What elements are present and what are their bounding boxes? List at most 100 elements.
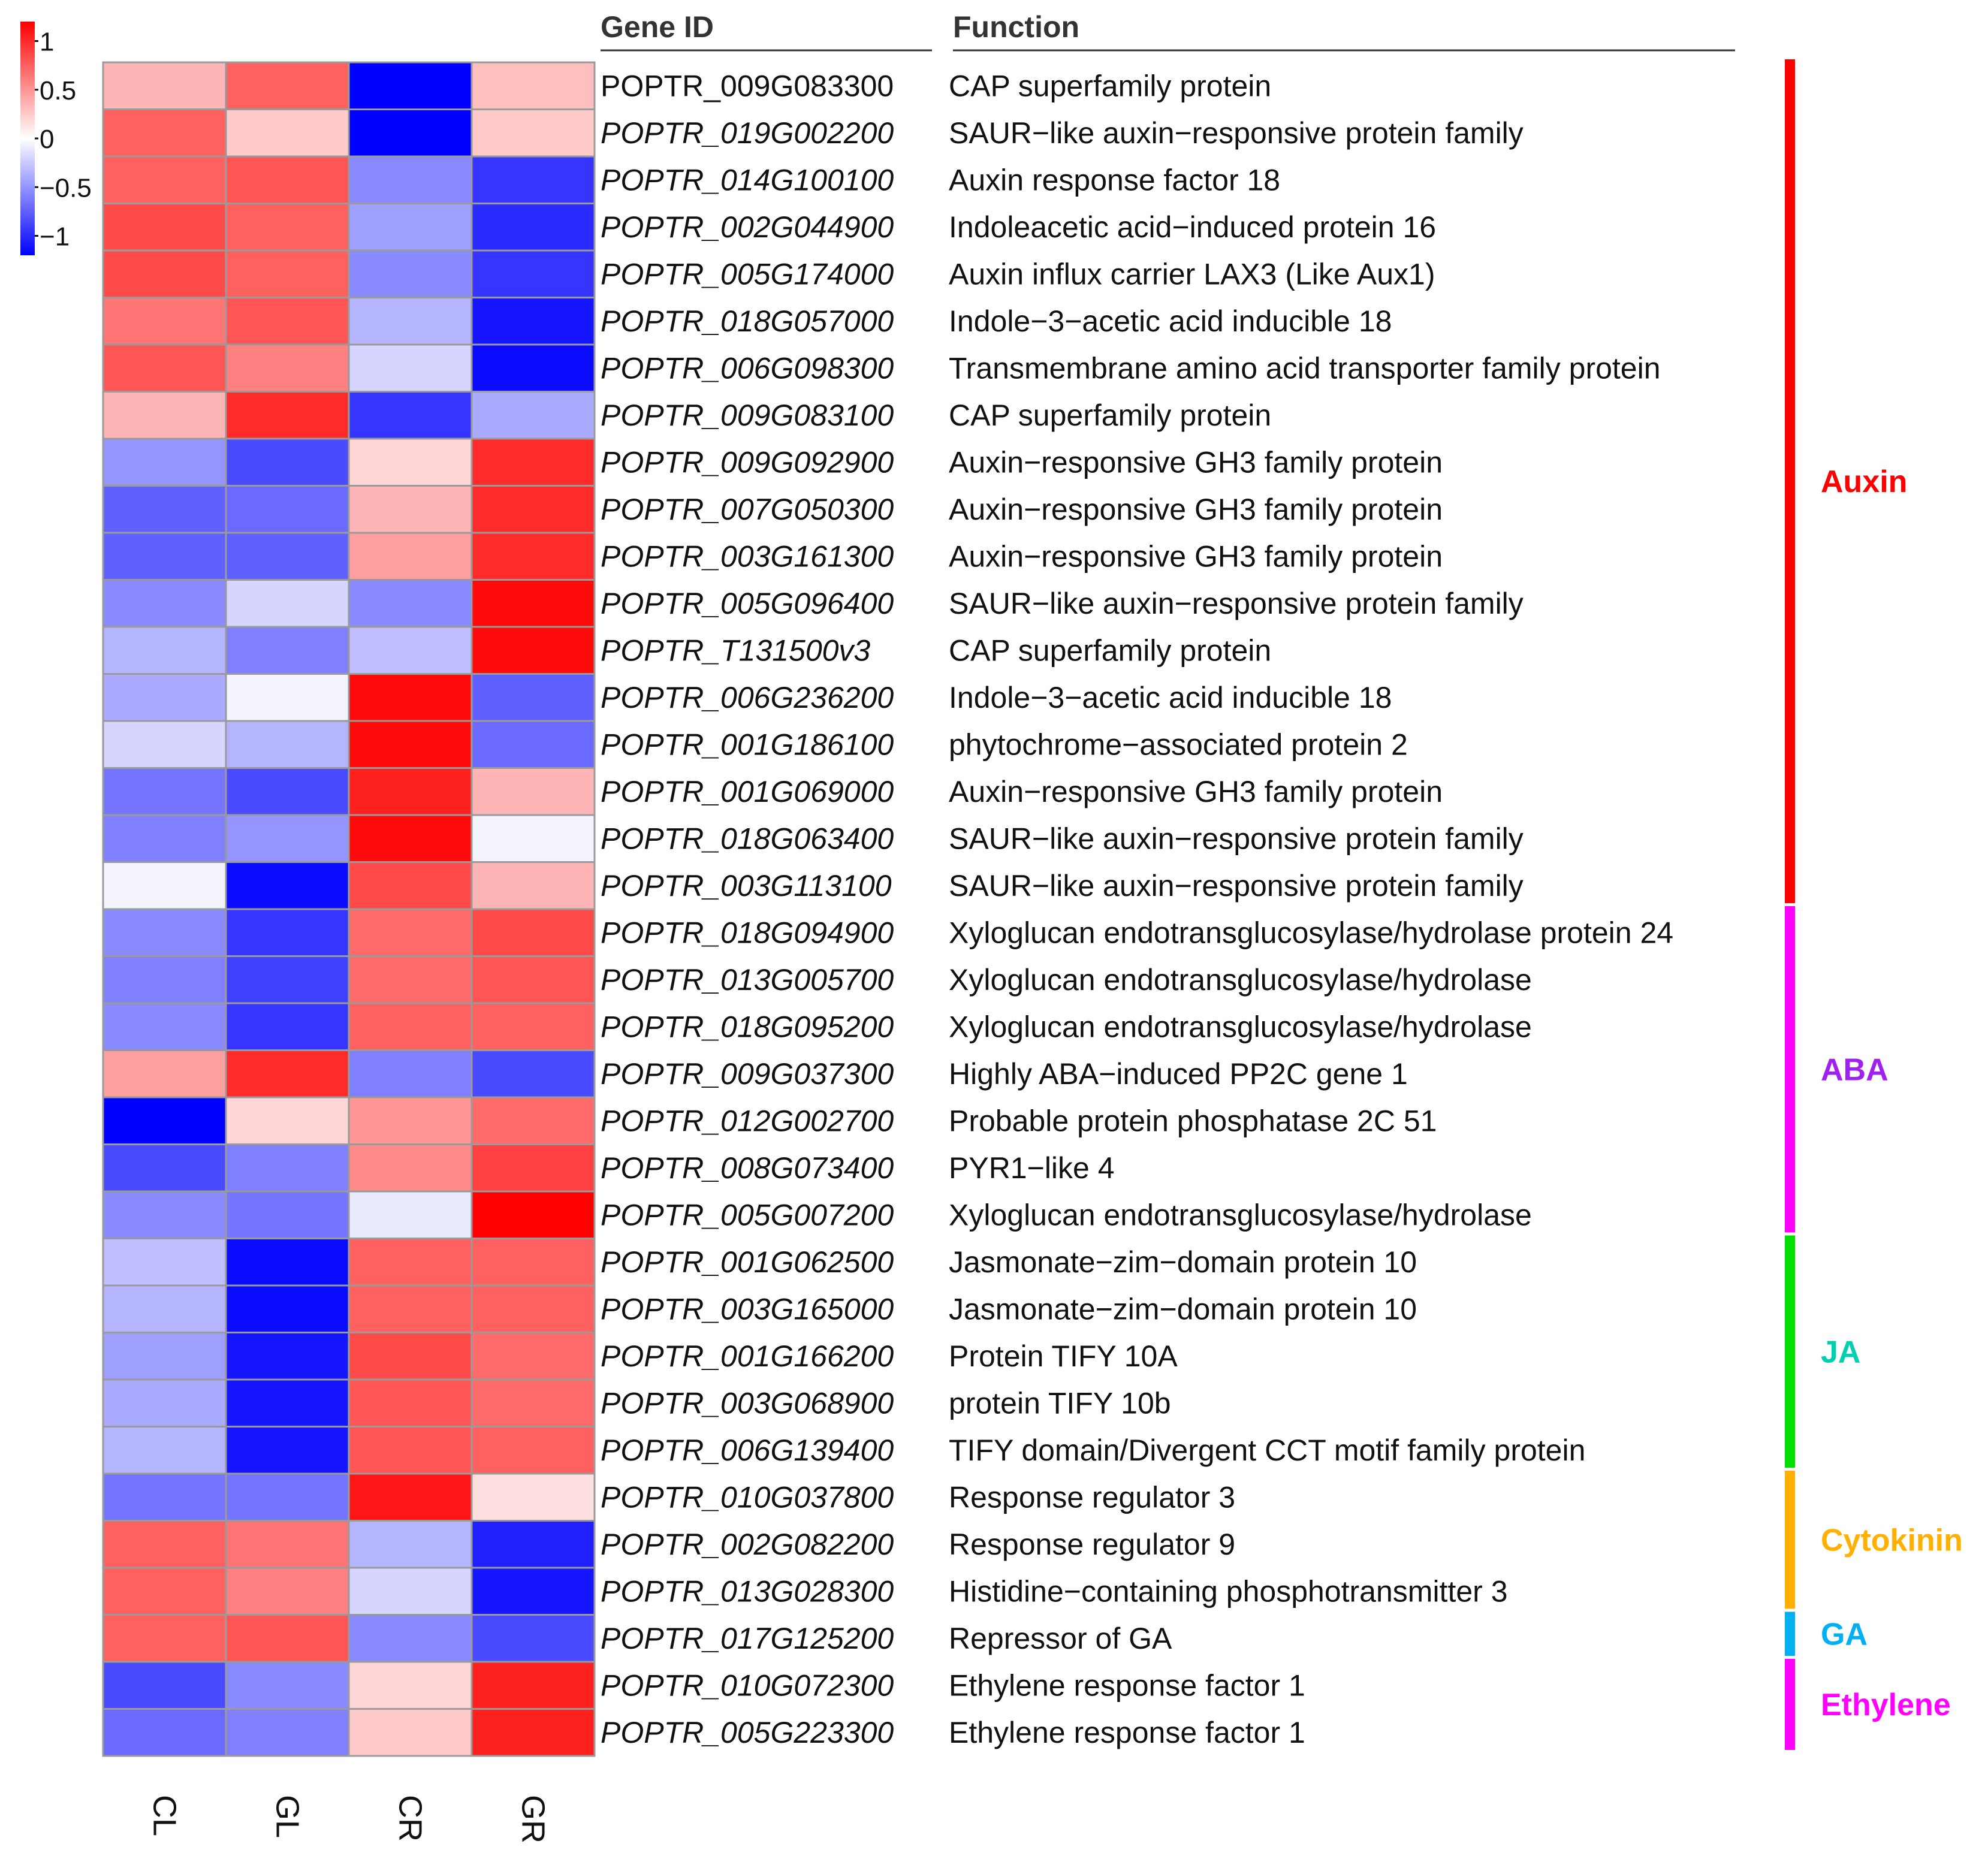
heatmap-cells — [102, 61, 596, 1757]
gene-id-label: POPTR_003G068900 — [601, 1386, 894, 1420]
function-label: Protein TIFY 10A — [949, 1339, 1178, 1373]
heatmap-cell — [225, 391, 350, 440]
heatmap-cell — [225, 1238, 350, 1287]
heatmap-cell — [470, 579, 596, 628]
heatmap-cell — [470, 1332, 596, 1381]
heatmap-cell — [102, 61, 227, 110]
gene-id-label: POPTR_T131500v3 — [601, 633, 870, 667]
function-label: Auxin−responsive GH3 family protein — [949, 539, 1443, 573]
gene-id-label: POPTR_018G063400 — [601, 822, 894, 855]
gene-id-label: POPTR_010G072300 — [601, 1668, 894, 1702]
heatmap-cell — [348, 579, 473, 628]
legend-tick-label: −1 — [40, 222, 70, 252]
function-label: Xyloglucan endotransglucosylase/hydrolas… — [949, 1010, 1532, 1043]
heatmap-cell — [102, 579, 227, 628]
heatmap-cell — [348, 249, 473, 298]
heatmap-cell — [102, 485, 227, 534]
function-label: CAP superfamily protein — [949, 69, 1271, 102]
heatmap-cell — [348, 1426, 473, 1475]
heatmap-cell — [102, 1426, 227, 1475]
heatmap-cell — [225, 297, 350, 346]
heatmap-cell — [470, 1708, 596, 1757]
heatmap-cell — [225, 720, 350, 769]
heatmap-cell — [470, 814, 596, 863]
heatmap-cell — [470, 861, 596, 910]
heatmap-cell — [225, 1661, 350, 1710]
heatmap-cell — [102, 861, 227, 910]
heatmap-cell — [102, 155, 227, 204]
heatmap-cell — [102, 673, 227, 722]
function-label: Jasmonate−zim−domain protein 10 — [949, 1245, 1417, 1279]
heatmap-cell — [102, 1520, 227, 1569]
gene-id-label: POPTR_019G002200 — [601, 116, 894, 150]
heatmap-cell — [102, 814, 227, 863]
function-label: Indole−3−acetic acid inducible 18 — [949, 681, 1392, 714]
gene-id-label: POPTR_008G073400 — [601, 1151, 894, 1185]
gene-id-label: POPTR_005G223300 — [601, 1716, 894, 1749]
heatmap-cell — [348, 814, 473, 863]
heatmap-cell — [348, 1614, 473, 1663]
function-label: phytochrome−associated protein 2 — [949, 728, 1408, 761]
function-label: Ethylene response factor 1 — [949, 1716, 1305, 1749]
heatmap-cell — [348, 155, 473, 204]
function-label: Auxin influx carrier LAX3 (Like Aux1) — [949, 257, 1435, 291]
heatmap-cell — [470, 626, 596, 675]
gene-id-label: POPTR_006G139400 — [601, 1434, 894, 1467]
heatmap-cell — [470, 297, 596, 346]
gene-id-label: POPTR_009G092900 — [601, 445, 894, 479]
heatmap-cell — [225, 1567, 350, 1616]
gene-id-label: POPTR_018G094900 — [601, 916, 894, 949]
heatmap-cell — [348, 1284, 473, 1333]
heatmap-cell — [470, 1049, 596, 1099]
heatmap-cell — [225, 485, 350, 534]
heatmap-cell — [225, 437, 350, 487]
function-label: Response regulator 9 — [949, 1528, 1235, 1561]
heatmap-cell — [225, 1002, 350, 1051]
column-label: CR — [393, 1795, 429, 1842]
heatmap-cell — [225, 1096, 350, 1145]
gene-id-label: POPTR_006G098300 — [601, 351, 894, 385]
function-label: Auxin response factor 18 — [949, 163, 1280, 197]
function-label: Auxin−responsive GH3 family protein — [949, 445, 1443, 479]
heatmap-cell — [102, 1049, 227, 1099]
heatmap-cell — [348, 1708, 473, 1757]
heatmap-cell — [470, 343, 596, 393]
function-label: Indoleacetic acid−induced protein 16 — [949, 210, 1436, 244]
heatmap-cell — [470, 1190, 596, 1239]
gene-id-label: POPTR_017G125200 — [601, 1622, 894, 1655]
heatmap-cell — [348, 908, 473, 957]
heatmap-cell — [470, 532, 596, 581]
group-bar — [1785, 1235, 1795, 1468]
heatmap-cell — [470, 1378, 596, 1428]
column-headers: Gene ID Function — [601, 10, 1735, 52]
heatmap-cell — [225, 767, 350, 816]
heatmap-cell — [225, 1708, 350, 1757]
heatmap-cell — [470, 1284, 596, 1333]
heatmap-cell — [225, 579, 350, 628]
heatmap-cell — [470, 391, 596, 440]
heatmap-cell — [102, 626, 227, 675]
function-label: Response regulator 3 — [949, 1480, 1235, 1514]
function-label: Transmembrane amino acid transporter fam… — [949, 351, 1661, 385]
heatmap-cell — [470, 1614, 596, 1663]
gene-id-label: POPTR_002G044900 — [601, 210, 894, 244]
heatmap-cell — [102, 1002, 227, 1051]
heatmap-cell — [470, 437, 596, 487]
group-label: Auxin — [1821, 464, 1907, 499]
heatmap-cell — [348, 626, 473, 675]
gene-id-label: POPTR_006G236200 — [601, 681, 894, 714]
heatmap-cell — [470, 1143, 596, 1193]
heatmap-cell — [225, 155, 350, 204]
heatmap-cell — [102, 108, 227, 158]
gene-id-label: POPTR_001G166200 — [601, 1339, 894, 1373]
gene-id-label: POPTR_014G100100 — [601, 163, 894, 197]
gene-id-label: POPTR_003G113100 — [601, 869, 892, 903]
heatmap-cell — [348, 485, 473, 534]
heatmap-cell — [225, 203, 350, 252]
heatmap-cell — [102, 1143, 227, 1193]
heatmap-cell — [348, 1661, 473, 1710]
heatmap-cell — [470, 1472, 596, 1522]
heatmap-cell — [225, 1190, 350, 1239]
heatmap-cell — [470, 1238, 596, 1287]
function-label: Highly ABA−induced PP2C gene 1 — [949, 1057, 1408, 1091]
